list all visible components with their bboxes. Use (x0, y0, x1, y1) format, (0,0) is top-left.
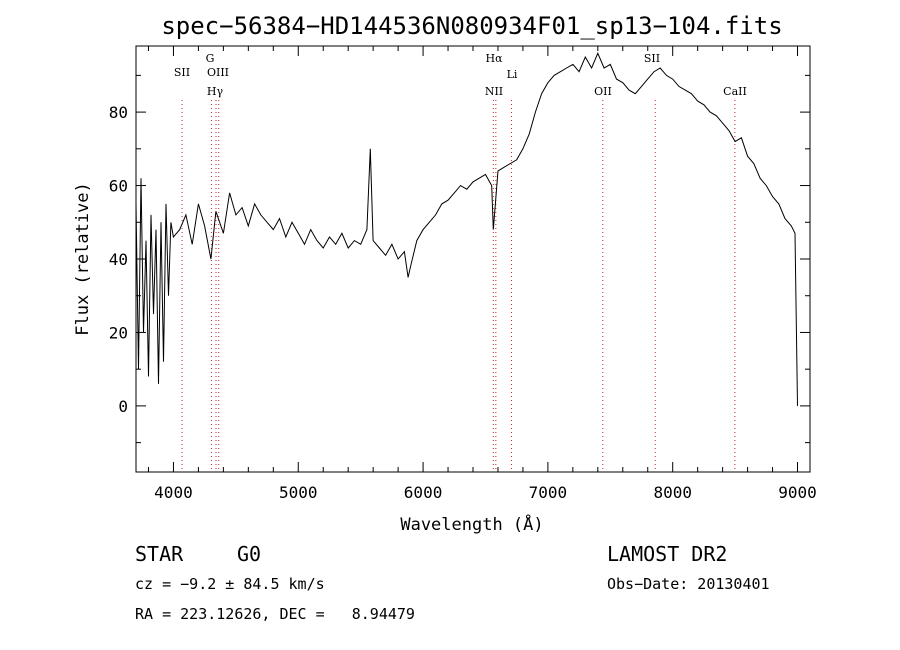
line-marker-label: G (206, 52, 215, 65)
line-marker-label: OII (594, 85, 612, 98)
line-marker-label: NII (485, 85, 503, 98)
y-axis-ticks: 0 20 40 60 80 (109, 74, 810, 444)
line-marker-label: Hγ (207, 85, 224, 98)
object-class: STAR (135, 542, 184, 566)
redshift-text: cz = −9.2 ± 84.5 km/s (135, 575, 325, 593)
plot-frame (135, 45, 811, 473)
x-axis-label: Wavelength (Å) (400, 513, 543, 535)
subclass: G0 (237, 542, 262, 566)
y-tick-label: 40 (109, 250, 128, 269)
survey-name: LAMOST DR2 (607, 542, 728, 566)
y-tick-label: 80 (109, 103, 128, 122)
line-marker-label: OIII (207, 66, 229, 79)
line-marker-label: SII (644, 52, 660, 65)
y-tick-label: 60 (109, 177, 128, 196)
x-tick-label: 9000 (778, 483, 817, 502)
radec-text: RA = 223.12626, DEC = 8.94479 (135, 605, 415, 623)
y-tick-label: 20 (109, 323, 128, 342)
chart-title: spec−56384−HD144536N080934F01_sp13−104.f… (161, 12, 782, 40)
line-marker-label: Li (507, 68, 518, 81)
y-tick-label: 0 (118, 397, 128, 416)
y-axis-label: Flux (relative) (73, 182, 93, 336)
line-marker-label: CaII (723, 85, 747, 98)
spectrum-chart: spec−56384−HD144536N080934F01_sp13−104.f… (73, 12, 817, 535)
x-tick-label: 4000 (154, 483, 193, 502)
x-tick-label: 5000 (279, 483, 318, 502)
x-tick-label: 7000 (529, 483, 568, 502)
line-marker-label: SII (174, 66, 190, 79)
spectrum-line (135, 52, 798, 406)
line-marker-label: Hα (485, 52, 503, 65)
x-axis-ticks: 4000 5000 6000 7000 8000 9000 (147, 46, 817, 502)
obs-date-text: Obs−Date: 20130401 (607, 575, 770, 593)
x-tick-label: 8000 (653, 483, 692, 502)
x-tick-label: 6000 (404, 483, 443, 502)
